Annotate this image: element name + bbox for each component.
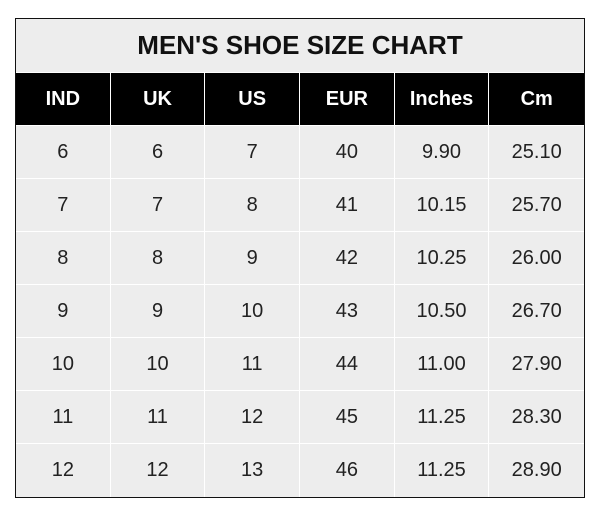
- table-row: 8 8 9 42 10.25 26.00: [16, 232, 585, 285]
- table-title: MEN'S SHOE SIZE CHART: [16, 19, 584, 73]
- table-cell: 6: [110, 126, 206, 179]
- table-cell: 10.25: [394, 232, 490, 285]
- shoe-size-table: MEN'S SHOE SIZE CHART IND UK US EUR Inch…: [15, 18, 585, 498]
- table-row: 6 6 7 40 9.90 25.10: [16, 126, 585, 179]
- table-cell: 9: [110, 285, 206, 338]
- table-cell: 11.25: [394, 391, 490, 444]
- table-cell: 43: [300, 285, 395, 338]
- table-cell: 7: [205, 126, 301, 179]
- table-cell: 6: [16, 126, 111, 179]
- table-cell: 12: [205, 391, 301, 444]
- table-cell: 40: [300, 126, 395, 179]
- table-row: 12 12 13 46 11.25 28.90: [16, 444, 584, 497]
- table-cell: 41: [300, 179, 395, 232]
- table-cell: 46: [300, 444, 395, 497]
- table-cell: 26.70: [489, 285, 585, 338]
- table-cell: 28.90: [511, 459, 562, 481]
- table-cell: 10: [205, 285, 301, 338]
- table-cell: 11.25: [395, 444, 490, 497]
- table-cell: 10.50: [394, 285, 490, 338]
- table-cell: 8: [110, 232, 206, 285]
- table-cell: 9: [16, 285, 111, 338]
- table-cell: 25.10: [489, 126, 585, 179]
- header-cell: UK: [110, 73, 206, 126]
- table-cell: 45: [300, 391, 395, 444]
- table-cell: 11.00: [394, 338, 490, 391]
- table-cell: 12: [111, 444, 206, 497]
- header-cell: IND: [16, 73, 111, 126]
- header-cell: Cm: [489, 73, 585, 126]
- table-cell: 26.00: [489, 232, 585, 285]
- table-row: 10 10 11 44 11.00 27.90: [16, 338, 585, 391]
- table-cell: 25.70: [489, 179, 585, 232]
- table-row: 11 11 12 45 11.25 28.30: [16, 391, 585, 444]
- table-cell: 12: [16, 444, 111, 497]
- table-cell: 7: [16, 179, 111, 232]
- table-cell: 11: [16, 391, 111, 444]
- table-cell: 42: [300, 232, 395, 285]
- header-cell: EUR: [300, 73, 395, 126]
- header-cell: US: [205, 73, 301, 126]
- table-cell: 8: [205, 179, 301, 232]
- table-cell: 27.90: [489, 338, 585, 391]
- table-row: 7 7 8 41 10.15 25.70: [16, 179, 585, 232]
- table-cell: 44: [300, 338, 395, 391]
- header-cell: Inches: [394, 73, 490, 126]
- table-cell: 10.15: [394, 179, 490, 232]
- table-cell: 11: [205, 338, 301, 391]
- table-cell: 7: [110, 179, 206, 232]
- header-row: IND UK US EUR Inches Cm: [16, 73, 585, 126]
- table-cell: 9.90: [394, 126, 490, 179]
- table-cell: 10: [16, 338, 111, 391]
- table-cell: 8: [16, 232, 111, 285]
- table-cell: 11: [110, 391, 206, 444]
- table-row: 9 9 10 43 10.50 26.70: [16, 285, 585, 338]
- table-cell: 10: [110, 338, 206, 391]
- table-cell: 9: [205, 232, 301, 285]
- table-cell: 13: [205, 444, 301, 497]
- table-cell: 28.30: [489, 391, 585, 444]
